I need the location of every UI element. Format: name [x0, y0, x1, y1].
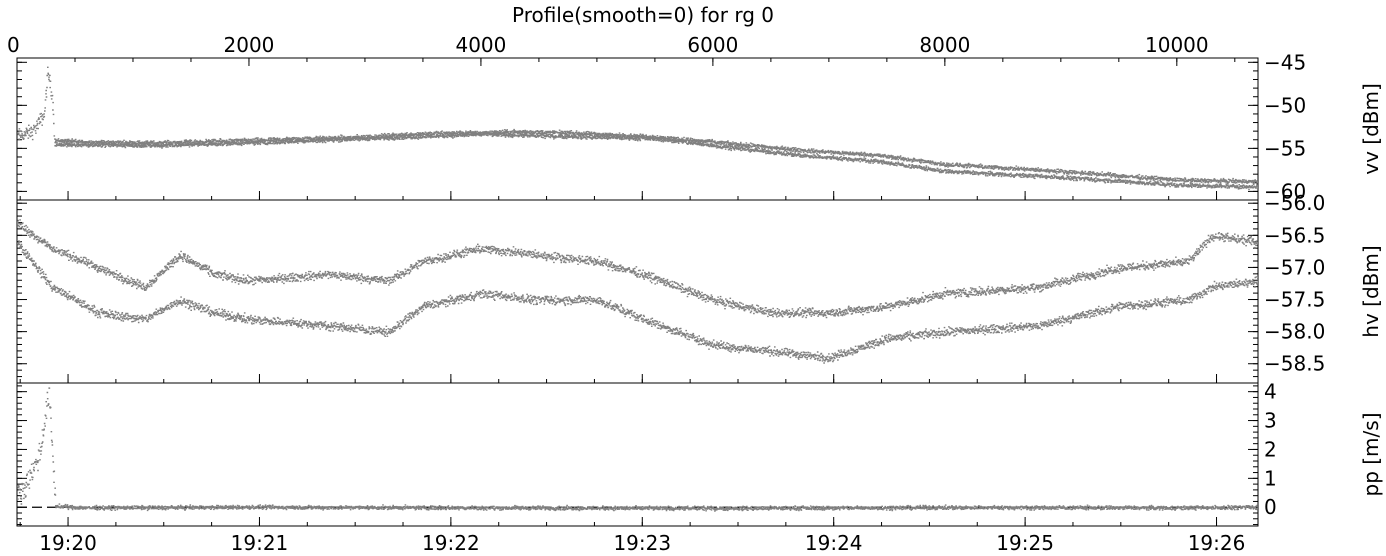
- chart-title: Profile(smooth=0) for rg 0: [512, 3, 774, 27]
- top-tick-label: 4000: [455, 33, 506, 57]
- scatter-points: [17, 66, 1258, 191]
- y-tick-label: −45: [1264, 50, 1306, 74]
- y-axis-label: vv [dBm]: [1359, 83, 1383, 175]
- bottom-tick-label: 19:22: [422, 531, 480, 555]
- top-axis: 0 2000 4000 6000 8000 10000: [7, 33, 1236, 66]
- top-tick-label: 2000: [224, 33, 275, 57]
- top-tick-label: 0: [7, 33, 20, 57]
- bottom-tick-label: 19:25: [996, 531, 1054, 555]
- top-tick-label: 6000: [687, 33, 738, 57]
- y-tick-label: 4: [1264, 380, 1277, 404]
- y-tick-label: 3: [1264, 409, 1277, 433]
- bottom-tick-label: 19:21: [231, 531, 289, 555]
- y-axis-label: hv [dBm]: [1359, 245, 1383, 337]
- series-lower: [17, 240, 1258, 364]
- top-tick-label: 8000: [919, 33, 970, 57]
- series-upper: [17, 219, 1258, 319]
- y-tick-label: −58.0: [1264, 320, 1325, 344]
- y-axis-label: pp [m/s]: [1359, 413, 1383, 497]
- panel-pp: 0 1 2 3 4 pp [m/s]: [16, 380, 1383, 527]
- y-tick-label: −50: [1264, 93, 1306, 117]
- y-tick-label: −60: [1264, 179, 1306, 203]
- series-lower: [54, 131, 1258, 191]
- scatter-points: [17, 387, 1258, 512]
- panel-frame: [16, 382, 1259, 527]
- panel-frame: [16, 199, 1259, 384]
- scatter-points: [17, 219, 1258, 364]
- y-tick-label: −57.0: [1264, 255, 1325, 279]
- panel-vv: −60 −55 −50 −45 vv [dBm]: [16, 50, 1383, 203]
- y-tick-label: −56.0: [1264, 191, 1325, 215]
- panel-hv: −58.5 −58.0 −57.5 −57.0 −56.5 −56.0 hv [dBm]: [16, 191, 1383, 384]
- bottom-tick-label: 19:24: [805, 531, 863, 555]
- y-tick-label: 2: [1264, 437, 1277, 461]
- top-tick-label: 10000: [1145, 33, 1209, 57]
- bottom-axis: 19:20 19:21 19:22 19:23 19:24 19:25 19:26: [19, 191, 1246, 555]
- y-tick-label: −56.5: [1264, 223, 1325, 247]
- y-tick-label: 0: [1264, 495, 1277, 519]
- y-tick-label: −57.5: [1264, 288, 1325, 312]
- bottom-tick-label: 19:26: [1188, 531, 1246, 555]
- y-tick-label: 1: [1264, 466, 1277, 490]
- series-pp: [17, 387, 1258, 512]
- bottom-tick-label: 19:20: [39, 531, 97, 555]
- y-tick-label: −55: [1264, 136, 1306, 160]
- y-tick-label: −58.5: [1264, 352, 1325, 376]
- bottom-tick-label: 19:23: [613, 531, 671, 555]
- series-upper: [17, 66, 1258, 185]
